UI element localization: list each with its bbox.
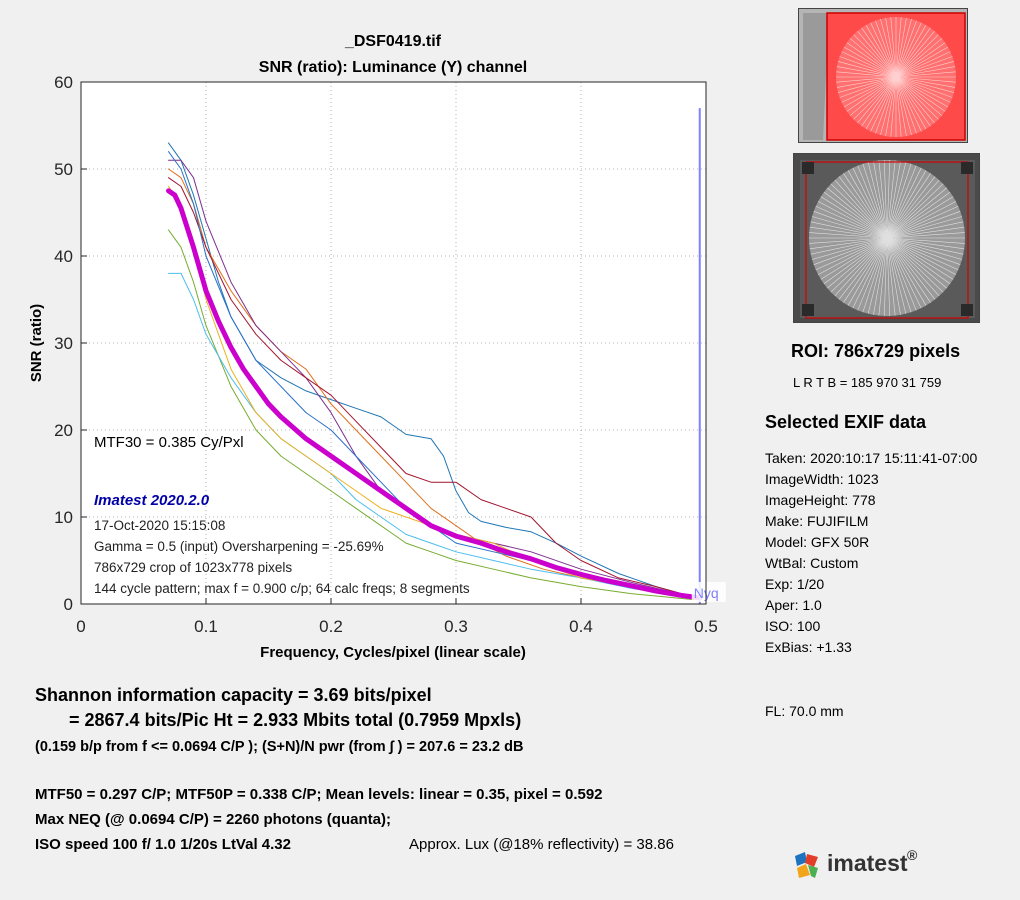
exif-model: Model: GFX 50R (765, 534, 870, 550)
max-neq-line: Max NEQ (@ 0.0694 C/P) = 2260 photons (q… (35, 811, 391, 828)
imatest-logo-registered: ® (907, 847, 918, 863)
series-line-2 (168, 168, 694, 598)
approx-lux-line: Approx. Lux (@18% reflectivity) = 38.86 (409, 836, 674, 853)
series-line-5 (168, 229, 694, 601)
y-tick-label: 60 (54, 73, 73, 92)
exif-exp: Exp: 1/20 (765, 576, 825, 592)
y-tick-label: 40 (54, 247, 73, 266)
exif-fl: FL: 70.0 mm (765, 703, 844, 719)
y-tick-label: 20 (54, 421, 73, 440)
mtf30-annotation: MTF30 = 0.385 Cy/Pxl (94, 434, 244, 451)
imatest-logo-mark-icon (795, 852, 818, 878)
x-tick-label: 0.2 (319, 617, 343, 636)
y-axis-label: SNR (ratio) (28, 304, 45, 382)
shannon-bits-total: = 2867.4 bits/Pic Ht = 2.933 Mbits total… (69, 710, 522, 730)
mtf50-line: MTF50 = 0.297 C/P; MTF50P = 0.338 C/P; M… (35, 786, 603, 803)
crop-annotation: 786x729 crop of 1023x778 pixels (94, 560, 292, 575)
x-tick-label: 0.1 (194, 617, 218, 636)
iso-speed-line: ISO speed 100 f/ 1.0 1/20s LtVal 4.32 (35, 836, 291, 853)
snr-power-line: (0.159 b/p from f <= 0.0694 C/P ); (S+N)… (35, 739, 524, 755)
x-tick-label: 0.3 (444, 617, 468, 636)
gamma-annotation: Gamma = 0.5 (input) Oversharpening = -25… (94, 539, 384, 554)
gridlines (81, 82, 706, 604)
exif-title: Selected EXIF data (765, 412, 927, 432)
imatest-logo-text: imatest (827, 850, 908, 876)
shannon-capacity: Shannon information capacity = 3.69 bits… (35, 685, 432, 705)
series-line-6 (168, 272, 694, 599)
roi-title: ROI: 786x729 pixels (791, 341, 961, 361)
x-tick-label: 0 (76, 617, 85, 636)
exif-taken: Taken: 2020:10:17 15:11:41-07:00 (765, 450, 978, 466)
version-annotation: Imatest 2020.2.0 (94, 492, 210, 509)
roi-thumbnail-highlight (798, 8, 968, 143)
x-ticks: 0 0.1 0.2 0.3 0.4 0.5 (76, 598, 718, 636)
x-tick-label: 0.4 (569, 617, 593, 636)
roi-thumbnail-grayscale (793, 153, 980, 323)
series-group (166, 142, 703, 601)
y-ticks: 0 10 20 30 40 50 60 (54, 73, 87, 614)
nyquist-label-box (691, 582, 726, 602)
y-tick-label: 30 (54, 334, 73, 353)
x-axis-label: Frequency, Cycles/pixel (linear scale) (260, 644, 526, 661)
y-tick-label: 50 (54, 160, 73, 179)
series-line-4 (168, 177, 694, 598)
roi-lrtb: L R T B = 185 970 31 759 (793, 375, 942, 390)
y-tick-label: 10 (54, 508, 73, 527)
series-line-9 (166, 188, 703, 601)
exif-wtbal: WtBal: Custom (765, 555, 859, 571)
date-annotation: 17-Oct-2020 15:15:08 (94, 518, 225, 533)
exif-exbias: ExBias: +1.33 (765, 639, 852, 655)
exif-image-width: ImageWidth: 1023 (765, 471, 879, 487)
exif-iso: ISO: 100 (765, 618, 821, 634)
exif-make: Make: FUJIFILM (765, 513, 869, 529)
chart-title: _DSF0419.tif (344, 33, 442, 50)
chart-subtitle: SNR (ratio): Luminance (Y) channel (259, 59, 527, 76)
pattern-annotation: 144 cycle pattern; max f = 0.900 c/p; 64… (94, 581, 470, 596)
exif-aper: Aper: 1.0 (765, 597, 822, 613)
x-tick-label: 0.5 (694, 617, 718, 636)
exif-image-height: ImageHeight: 778 (765, 492, 876, 508)
y-tick-label: 0 (64, 595, 73, 614)
